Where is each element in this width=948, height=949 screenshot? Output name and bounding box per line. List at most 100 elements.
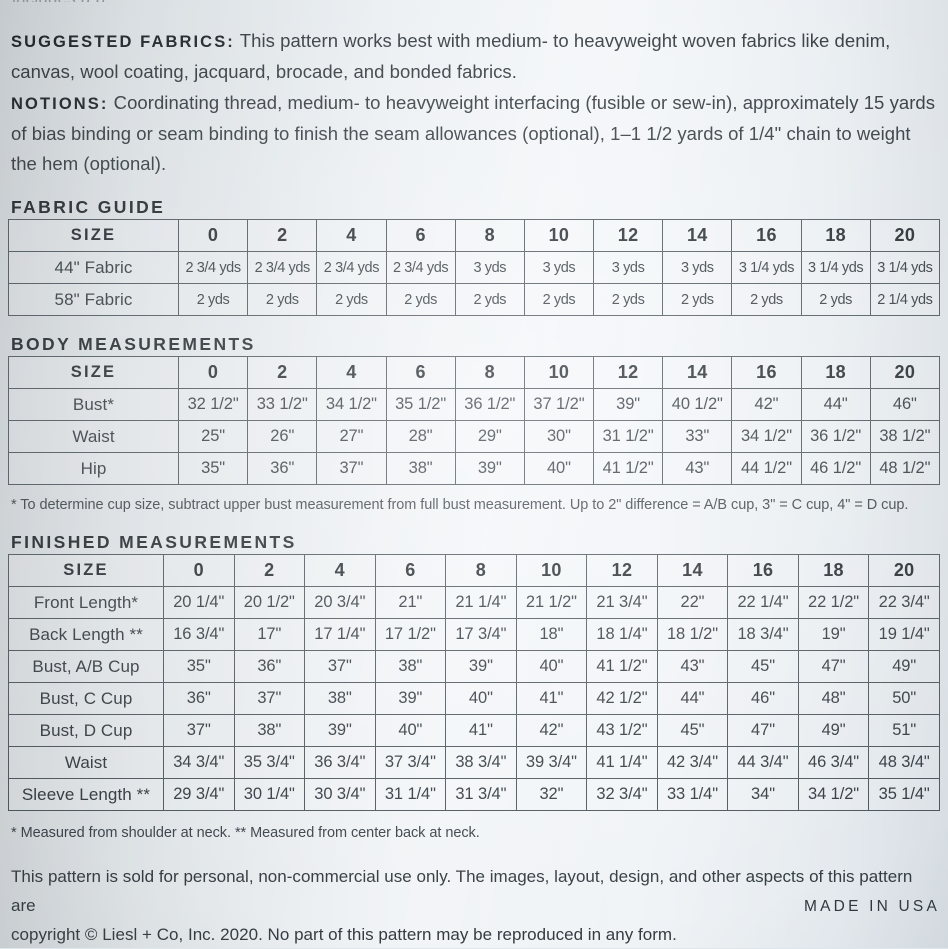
table-row: Front Length* 20 1/4" 20 1/2" 20 3/4" 21… bbox=[8, 586, 940, 619]
cell: 29 3/4" bbox=[163, 778, 235, 811]
size-col-16: 16 bbox=[727, 554, 799, 587]
size-col-10: 10 bbox=[515, 554, 588, 587]
cell: 20 1/2" bbox=[233, 586, 306, 619]
cell: 3 yds bbox=[593, 251, 664, 284]
size-col-0: 0 bbox=[177, 219, 249, 252]
cell: 36 1/2" bbox=[800, 420, 871, 453]
cell: 47" bbox=[727, 714, 799, 747]
size-col-12: 12 bbox=[586, 554, 658, 587]
cell: 46" bbox=[869, 388, 941, 421]
cell: 37 3/4" bbox=[374, 746, 447, 779]
cell: 43 1/2" bbox=[586, 714, 658, 747]
cell: 17" bbox=[233, 618, 306, 651]
cell: 21 1/4" bbox=[445, 586, 517, 619]
cell: 26" bbox=[247, 420, 318, 453]
size-col-10: 10 bbox=[523, 219, 595, 252]
cell: 38" bbox=[385, 452, 456, 485]
cell: 22 1/2" bbox=[797, 586, 870, 619]
cell: 40" bbox=[445, 682, 517, 715]
cell: 18 3/4" bbox=[727, 618, 799, 651]
row-label: Bust* bbox=[8, 388, 179, 421]
cell: 34 1/2" bbox=[731, 420, 802, 453]
cell: 40" bbox=[374, 714, 447, 747]
copyright-block: This pattern is sold for personal, non-c… bbox=[11, 862, 940, 949]
cell: 39 3/4" bbox=[515, 746, 588, 779]
cell: 41 1/2" bbox=[593, 452, 664, 485]
cell: 38" bbox=[304, 682, 376, 715]
table-header-row: SIZE 0 2 4 6 8 10 12 14 16 18 20 bbox=[8, 554, 940, 587]
size-col-4: 4 bbox=[316, 356, 387, 389]
cell: 44 3/4" bbox=[727, 746, 799, 779]
cell: 39" bbox=[454, 452, 525, 485]
fabric-guide-heading: FABRIC GUIDE bbox=[11, 197, 166, 217]
cutoff-top-line: includes a p bbox=[12, 0, 105, 2]
cell: 3 yds bbox=[662, 251, 733, 284]
table-row: Bust* 32 1/2" 33 1/2" 34 1/2" 35 1/2" 36… bbox=[8, 388, 941, 421]
cell: 3 1/4 yds bbox=[869, 251, 941, 284]
size-col-2: 2 bbox=[247, 219, 318, 252]
row-label: Sleeve Length ** bbox=[8, 778, 164, 811]
row-label: 44" Fabric bbox=[8, 251, 179, 284]
cell: 21 3/4" bbox=[586, 586, 658, 619]
cell: 41 1/4" bbox=[586, 746, 658, 779]
cell: 31 1/4" bbox=[374, 778, 447, 811]
body-measurements-table: SIZE 0 2 4 6 8 10 12 14 16 18 20 Bust* 3… bbox=[8, 356, 941, 485]
cell: 32 1/2" bbox=[177, 388, 249, 421]
size-col-6: 6 bbox=[374, 554, 447, 587]
cell: 48 1/2" bbox=[869, 452, 941, 485]
cell: 35 3/4" bbox=[233, 746, 306, 779]
size-col-18: 18 bbox=[797, 554, 870, 587]
body-measurements-heading: BODY MEASUREMENTS bbox=[11, 334, 256, 354]
notions-paragraph: NOTIONS: Coordinating thread, medium- to… bbox=[11, 88, 938, 179]
cell: 35" bbox=[163, 650, 235, 683]
fabric-guide-table: SIZE 0 2 4 6 8 10 12 14 16 18 20 44" Fab… bbox=[8, 219, 941, 316]
cell: 33" bbox=[662, 420, 733, 453]
cell: 21" bbox=[374, 586, 447, 619]
made-in-usa-label: MADE IN USA bbox=[804, 898, 940, 915]
cell: 47" bbox=[797, 650, 870, 683]
cell: 3 1/4 yds bbox=[731, 251, 802, 284]
cell: 46 1/2" bbox=[800, 452, 871, 485]
cell: 2 yds bbox=[316, 283, 387, 316]
cell: 22 3/4" bbox=[868, 586, 940, 619]
finished-measurements-footnote: * Measured from shoulder at neck. ** Mea… bbox=[11, 825, 480, 841]
cell: 40" bbox=[523, 452, 595, 485]
table-row: Bust, A/B Cup 35" 36" 37" 38" 39" 40" 41… bbox=[8, 650, 940, 683]
finished-measurements-table: SIZE 0 2 4 6 8 10 12 14 16 18 20 Front L… bbox=[8, 554, 940, 811]
cell: 36" bbox=[163, 682, 235, 715]
cell: 2 yds bbox=[662, 283, 733, 316]
cell: 36 3/4" bbox=[304, 746, 376, 779]
cell: 36" bbox=[247, 452, 318, 485]
size-col-18: 18 bbox=[800, 356, 871, 389]
suggested-fabrics-paragraph: SUGGESTED FABRICS: This pattern works be… bbox=[11, 26, 938, 87]
cell: 2 1/4 yds bbox=[869, 283, 941, 316]
row-label: 58" Fabric bbox=[8, 283, 179, 316]
cell: 30 1/4" bbox=[233, 778, 306, 811]
cell: 43" bbox=[662, 452, 733, 485]
cell: 18" bbox=[515, 618, 588, 651]
cell: 35" bbox=[177, 452, 249, 485]
cell: 38 1/2" bbox=[869, 420, 941, 453]
size-col-8: 8 bbox=[454, 356, 525, 389]
cell: 38" bbox=[374, 650, 447, 683]
cell: 2 yds bbox=[177, 283, 249, 316]
cell: 39" bbox=[304, 714, 376, 747]
cell: 51" bbox=[868, 714, 940, 747]
size-header: SIZE bbox=[8, 554, 164, 587]
cell: 29" bbox=[454, 420, 525, 453]
table-row: Bust, D Cup 37" 38" 39" 40" 41" 42" 43 1… bbox=[8, 714, 940, 747]
cell: 39" bbox=[445, 650, 517, 683]
row-label: Waist bbox=[8, 746, 164, 779]
notions-text: Coordinating thread, medium- to heavywei… bbox=[11, 92, 936, 174]
cell: 16 3/4" bbox=[163, 618, 235, 651]
cell: 34 3/4" bbox=[163, 746, 235, 779]
row-label: Bust, C Cup bbox=[8, 682, 164, 715]
cell: 17 3/4" bbox=[445, 618, 517, 651]
size-col-12: 12 bbox=[593, 356, 664, 389]
cell: 36" bbox=[233, 650, 306, 683]
cell: 21 1/2" bbox=[515, 586, 588, 619]
cell: 36 1/2" bbox=[454, 388, 525, 421]
cell: 2 yds bbox=[731, 283, 802, 316]
cell: 22" bbox=[656, 586, 729, 619]
